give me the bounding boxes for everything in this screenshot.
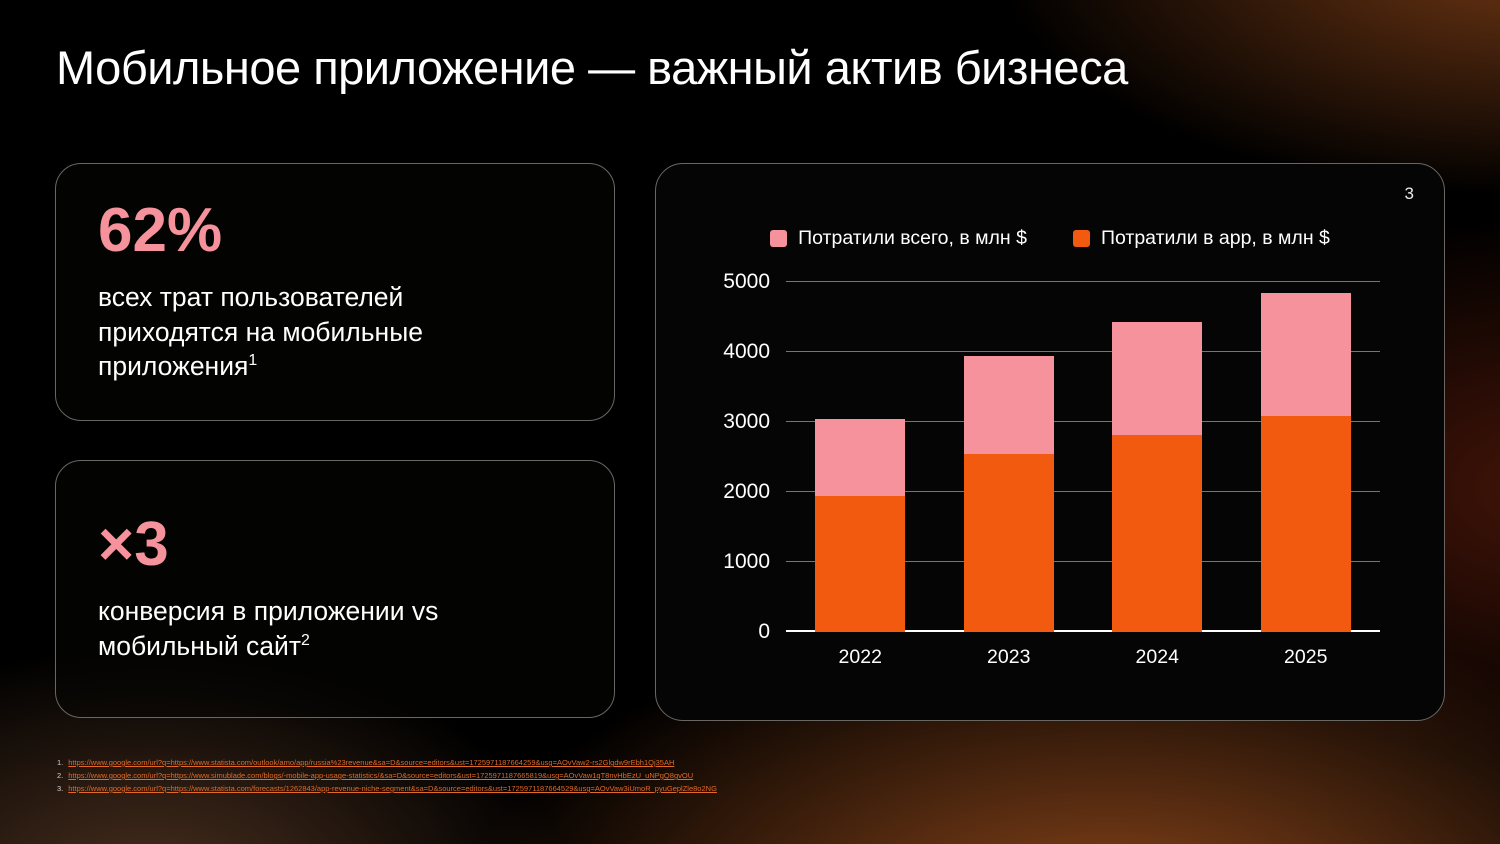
footnote-link[interactable]: https://www.google.com/url?q=https://www… xyxy=(68,771,694,780)
bar-band xyxy=(1083,282,1232,632)
bar-2024 xyxy=(1112,321,1203,632)
gridline xyxy=(786,561,1380,562)
y-tick-label: 5000 xyxy=(723,270,770,293)
x-tick-label: 2023 xyxy=(987,646,1031,668)
stat-description: всех трат пользователей приходятся на мо… xyxy=(98,280,528,385)
chart-card: 3 Потратили всего, в млн $ Потратили в ap… xyxy=(655,163,1445,721)
stat-card-x3: ×3 конверсия в приложении vs мобильный с… xyxy=(55,460,615,718)
x-tick-label: 2022 xyxy=(838,646,882,668)
y-tick-label: 2000 xyxy=(723,480,770,503)
gridline xyxy=(786,351,1380,352)
gridline xyxy=(786,491,1380,492)
chart-legend: Потратили всего, в млн $ Потратили в app,… xyxy=(656,227,1444,250)
gridline xyxy=(786,281,1380,282)
gridline xyxy=(786,421,1380,422)
stat-card-62-percent: 62% всех трат пользователей приходятся н… xyxy=(55,163,615,421)
y-tick-label: 3000 xyxy=(723,410,770,433)
footnote-link[interactable]: https://www.google.com/url?q=https://www… xyxy=(68,758,675,767)
bar-2023 xyxy=(963,355,1054,632)
chart-plot: 2022 2023 2024 2025 0 1000 2000 3000 4000 5000 xyxy=(723,270,1380,668)
bar-2025 xyxy=(1260,293,1351,632)
bar-band xyxy=(1232,282,1381,632)
legend-label: Потратили в app, в млн $ xyxy=(1100,227,1330,249)
footnote-marker: 2. xyxy=(57,771,64,780)
legend-item: Потратили в app, в млн $ xyxy=(1072,227,1330,250)
bar-inapp-2025 xyxy=(1260,416,1351,632)
chart-x-labels: 2022 2023 2024 2025 xyxy=(786,646,1380,669)
x-axis-line xyxy=(786,630,1380,632)
footnote-link[interactable]: https://www.google.com/url?q=https://www… xyxy=(68,784,717,793)
x-tick-label: 2024 xyxy=(1135,646,1179,668)
stat-description-text: всех трат пользователей приходятся на мо… xyxy=(98,281,423,382)
footnote: 3. https://www.google.com/url?q=https://w… xyxy=(57,783,717,794)
stat-value: ×3 xyxy=(98,510,169,580)
legend-label: Потратили всего, в млн $ xyxy=(798,227,1027,249)
stat-description: конверсия в приложении vs мобильный сайт… xyxy=(98,594,528,664)
chart-bars xyxy=(786,282,1380,632)
bar-inapp-2023 xyxy=(963,453,1054,632)
legend-item: Потратили всего, в млн $ xyxy=(770,227,1027,250)
stat-value: 62% xyxy=(98,195,223,265)
footnotes: 1. https://www.google.com/url?q=https://w… xyxy=(57,757,717,794)
x-tick-label: 2025 xyxy=(1284,646,1328,668)
bar-band xyxy=(935,282,1084,632)
legend-swatch-icon xyxy=(770,230,788,247)
slide-title: Мобильное приложение — важный актив бизн… xyxy=(56,41,1128,94)
footnote: 1. https://www.google.com/url?q=https://w… xyxy=(57,757,717,768)
footnote-marker: 1. xyxy=(57,758,64,767)
bar-inapp-2024 xyxy=(1112,434,1203,632)
bar-2022 xyxy=(815,418,906,632)
y-tick-label: 1000 xyxy=(723,550,770,573)
footnote-ref: 2 xyxy=(300,632,310,650)
footnote-marker: 3. xyxy=(57,784,64,793)
bar-inapp-2022 xyxy=(815,495,906,632)
y-tick-label: 4000 xyxy=(723,340,770,363)
stat-description-text: конверсия в приложении vs мобильный сайт xyxy=(98,596,439,661)
legend-swatch-icon xyxy=(1072,230,1090,247)
footnote-ref: 1 xyxy=(248,352,258,370)
footnote: 2. https://www.google.com/url?q=https://w… xyxy=(57,770,717,781)
page-number: 3 xyxy=(1404,184,1414,203)
y-tick-label: 0 xyxy=(758,620,770,643)
bar-band xyxy=(786,282,935,632)
